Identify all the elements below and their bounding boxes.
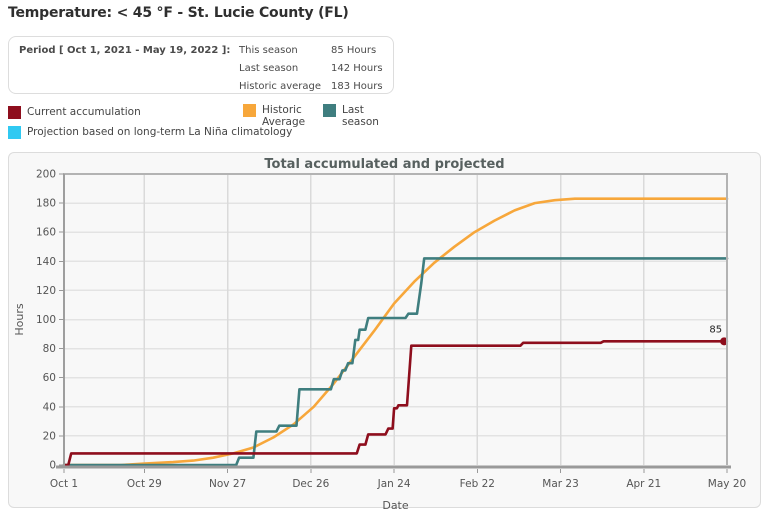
x-tick-label: Oct 29 <box>127 478 162 490</box>
x-tick-label: Nov 27 <box>209 478 246 490</box>
summary-row-value: 183 Hours <box>331 81 383 92</box>
x-tick-label: Jan 24 <box>377 478 411 490</box>
y-tick-label: 100 <box>36 314 56 326</box>
summary-row-value: 142 Hours <box>331 63 383 74</box>
y-tick-label: 120 <box>36 285 56 297</box>
y-tick-label: 40 <box>43 401 56 413</box>
legend-item-historic-average: Historic Average <box>243 104 315 128</box>
x-tick-label: Dec 26 <box>292 478 329 490</box>
chart-svg: 0 20 40 60 80 100 120 140 160 180 200 Oct 1 Oct 29 No… <box>13 169 746 511</box>
legend-item-current-accumulation: Current accumulation <box>8 106 141 119</box>
x-tick-label: Feb 22 <box>460 478 495 490</box>
chart-panel: Total accumulated and projected 0 20 40 60 8… <box>8 152 761 511</box>
y-tick-label: 60 <box>43 372 56 384</box>
end-value-annotation: 85 <box>709 324 722 335</box>
x-tick-label: Mar 23 <box>542 478 579 490</box>
legend-item-projection: Projection based on long-term La Niña cl… <box>8 126 292 139</box>
series-line-last-season <box>62 257 729 467</box>
current-accumulation-swatch-icon <box>8 106 21 119</box>
last-season-swatch-icon <box>323 104 336 117</box>
legend-label: Historic Average <box>262 104 306 128</box>
summary-row-label: Last season <box>239 63 299 74</box>
x-tick-label: Apr 21 <box>626 478 661 490</box>
x-axis-title: Date <box>382 499 409 511</box>
legend-label: Current accumulation <box>27 106 141 118</box>
summary-box: Period [ Oct 1, 2021 - May 19, 2022 ]: T… <box>8 36 394 94</box>
legend-label: Projection based on long-term La Niña cl… <box>27 126 293 138</box>
summary-row-label: Historic average <box>239 81 322 92</box>
y-tick-label: 0 <box>49 460 56 472</box>
y-tick-label: 200 <box>36 169 56 181</box>
series-line-current-accumulation <box>62 340 726 467</box>
summary-row-value: 85 Hours <box>331 45 377 56</box>
historic-average-swatch-icon <box>243 104 256 117</box>
y-tick-label: 180 <box>36 198 56 210</box>
x-tick-label: May 20 <box>708 478 746 490</box>
y-axis-title: Hours <box>13 303 26 335</box>
y-tick-label: 80 <box>43 343 56 355</box>
y-tick-label: 140 <box>36 256 56 268</box>
summary-period-label: Period [ Oct 1, 2021 - May 19, 2022 ]: <box>19 45 231 56</box>
summary-row-label: This season <box>239 45 298 56</box>
chart-title: Total accumulated and projected <box>264 157 505 172</box>
y-tick-label: 20 <box>43 430 56 442</box>
page-title: Temperature: < 45 °F - St. Lucie County … <box>8 5 349 21</box>
legend-label: Last season <box>342 104 379 128</box>
x-tick-label: Oct 1 <box>50 478 78 490</box>
y-tick-label: 160 <box>36 227 56 239</box>
legend-item-last-season: Last season <box>323 104 389 128</box>
projection-swatch-icon <box>8 126 21 139</box>
